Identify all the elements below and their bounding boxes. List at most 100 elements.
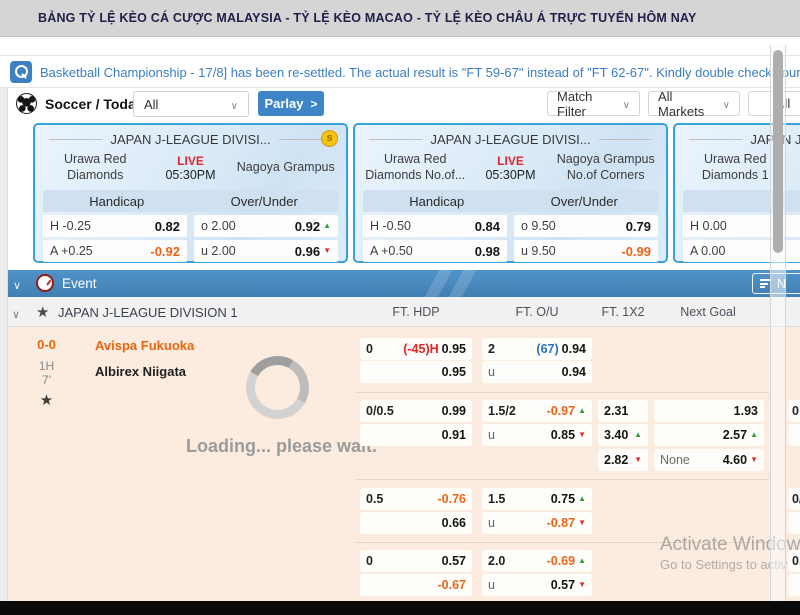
live-badge: LIVE <box>497 154 524 168</box>
parlay-button[interactable]: Parlay <box>258 91 324 116</box>
handicap-away-odds[interactable]: A +0.50 0.98 <box>363 240 507 262</box>
home-team: Urawa Red Diamonds No.of... <box>365 152 466 182</box>
down-arrow-icon <box>323 247 331 255</box>
odds-cell-clipped[interactable]: 0/ <box>788 488 800 510</box>
arrow-right-icon <box>311 96 318 111</box>
odds-cell-ou[interactable]: u 0.94 <box>482 361 592 383</box>
column-header-hdp: FT. HDP <box>392 305 440 319</box>
card-title-row: JAPAN J-LEAGUE DIVISI... <box>369 131 653 147</box>
handicap-home-odds[interactable]: H -0.25 0.82 <box>43 215 187 237</box>
away-team-name: Albirex Niigata <box>95 364 187 379</box>
odds-cell-hdp[interactable]: 0 (-45)H 0.95 <box>360 338 472 360</box>
overunder-header: Over/Under <box>230 193 298 209</box>
card-title-row: JAPAN J-LEAGUE DIVISI... s <box>49 130 338 147</box>
odds-cell-1x2[interactable]: 2.31 <box>598 400 648 422</box>
under-odds[interactable]: u 9.50 -0.99 <box>514 240 658 262</box>
odds-cell-ou[interactable]: 1.5/2 -0.97 <box>482 400 592 422</box>
down-arrow-icon <box>578 519 586 527</box>
down-arrow-icon <box>578 581 586 589</box>
all-markets-button[interactable]: All Markets <box>648 89 740 119</box>
odds-cell-ou[interactable]: 2.0 -0.69 <box>482 550 592 572</box>
match-time: 05:30PM <box>485 168 536 182</box>
odds-cell-hdp[interactable]: 0/0.5 0.99 <box>360 400 472 422</box>
over-odds[interactable]: o 2.00 0.92 <box>194 215 338 237</box>
odds-cell-hdp[interactable]: 0.91 <box>360 424 472 446</box>
column-header-nextgoal: Next Goal <box>680 305 736 319</box>
odds-cell-1x2[interactable]: 3.40 <box>598 424 648 446</box>
match-filter-button[interactable]: Match Filter <box>547 89 640 119</box>
live-badge: LIVE <box>177 154 204 168</box>
league-name: JAPAN J-LEAGUE DIVISION 1 <box>58 305 238 320</box>
odds-cell-clipped[interactable] <box>788 574 800 596</box>
page-header: BẢNG TỶ LỆ KÈO CÁ CƯỢC MALAYSIA - TỶ LỆ … <box>0 0 800 37</box>
card-odds-header: Handicap Over/Under <box>363 190 658 212</box>
up-arrow-icon <box>750 431 758 439</box>
chevron-down-icon <box>231 97 238 112</box>
card-teams: Urawa Red Diamonds LIVE 05:30PM Nagoya G… <box>41 150 340 186</box>
odds-cell-hdp[interactable]: 0 0.57 <box>360 550 472 572</box>
handicap-header: Handicap <box>409 193 465 209</box>
scrollbar-thumb[interactable] <box>773 50 783 253</box>
league-select[interactable]: All <box>133 91 249 117</box>
favorite-star-icon[interactable] <box>36 303 49 321</box>
page-title: BẢNG TỶ LỆ KÈO CÁ CƯỢC MALAYSIA - TỶ LỆ … <box>38 11 697 25</box>
odds-cell-ou[interactable]: u 0.85 <box>482 424 592 446</box>
away-team: Nagoya Grampus No.of Corners <box>556 152 655 182</box>
event-header-bar: Event N <box>0 270 800 297</box>
column-header-ou: FT. O/U <box>515 305 559 319</box>
left-edge-strip <box>0 88 8 601</box>
bottom-black-bar <box>0 601 800 615</box>
chevron-down-icon <box>623 96 630 111</box>
odds-cell-clipped[interactable] <box>788 512 800 534</box>
match-card[interactable]: JAPAN J-LEAGUE DIVISI... Urawa Red Diamo… <box>353 123 668 263</box>
odds-cell-ou[interactable]: u -0.87 <box>482 512 592 534</box>
over-odds[interactable]: o 9.50 0.79 <box>514 215 658 237</box>
home-team: Urawa Red Diamonds <box>63 152 127 182</box>
up-arrow-icon <box>578 557 586 565</box>
odds-cell-nextgoal[interactable]: None 4.60 <box>654 449 764 471</box>
odds-cell-ou[interactable]: 1.5 0.75 <box>482 488 592 510</box>
match-card[interactable]: JAPAN J-LEAGUE DIVISI... s Urawa Red Dia… <box>33 123 348 263</box>
match-time: 05:30PM <box>165 168 216 182</box>
odds-cell-nextgoal[interactable]: 2.57 <box>654 424 764 446</box>
odds-cell-ou[interactable]: u 0.57 <box>482 574 592 596</box>
collapse-chevron-icon[interactable] <box>12 305 20 323</box>
odds-cell-clipped[interactable] <box>788 424 800 446</box>
up-arrow-icon <box>578 407 586 415</box>
odds-cell-hdp[interactable]: 0.66 <box>360 512 472 534</box>
odds-cell-ou[interactable]: 2 (67) 0.94 <box>482 338 592 360</box>
league-header-row: JAPAN J-LEAGUE DIVISION 1 FT. HDP FT. O/… <box>0 297 800 615</box>
odds-cell-clipped[interactable]: 0 <box>788 400 800 422</box>
odds-cell-hdp[interactable]: 0.5 -0.76 <box>360 488 472 510</box>
league-select-value: All <box>144 96 159 112</box>
overunder-header: Over/Under <box>550 193 618 209</box>
handicap-header: Handicap <box>89 193 145 209</box>
collapse-chevron-icon[interactable] <box>13 276 21 294</box>
match-period: 1H <box>38 359 55 373</box>
vertical-scrollbar[interactable] <box>770 45 786 601</box>
odds-cell-1x2[interactable]: 2.82 <box>598 449 648 471</box>
sort-icon <box>760 279 771 288</box>
up-arrow-icon <box>634 431 642 439</box>
chevron-down-icon <box>723 96 730 111</box>
odds-cell-clipped[interactable]: 0. <box>788 550 800 572</box>
odds-cell-hdp[interactable]: 0.95 <box>360 361 472 383</box>
match-minute: 7' <box>42 373 51 387</box>
handicap-home-odds[interactable]: H -0.50 0.84 <box>363 215 507 237</box>
parlay-label: Parlay <box>264 96 304 111</box>
odds-cell-nextgoal[interactable]: 1.93 <box>654 400 764 422</box>
card-league-title: JAPAN J-LEAGUE DIVISI... <box>430 131 591 147</box>
under-odds[interactable]: u 2.00 0.96 <box>194 240 338 262</box>
card-odds-header: Handicap Over/Under <box>43 190 338 212</box>
odds-cell-hdp[interactable]: -0.67 <box>360 574 472 596</box>
favorite-star-toggle[interactable] <box>8 391 85 410</box>
card-teams: Urawa Red Diamonds 1 <box>681 150 800 186</box>
notification-text: Basketball Championship - 17/8] has been… <box>40 65 800 80</box>
event-label: Event <box>62 276 97 291</box>
sport-label: Soccer / Today <box>45 96 144 112</box>
soccer-icon <box>16 93 37 114</box>
away-team: Nagoya Grampus <box>236 160 335 175</box>
handicap-away-odds[interactable]: A +0.25 -0.92 <box>43 240 187 262</box>
search-icon[interactable] <box>10 61 32 83</box>
